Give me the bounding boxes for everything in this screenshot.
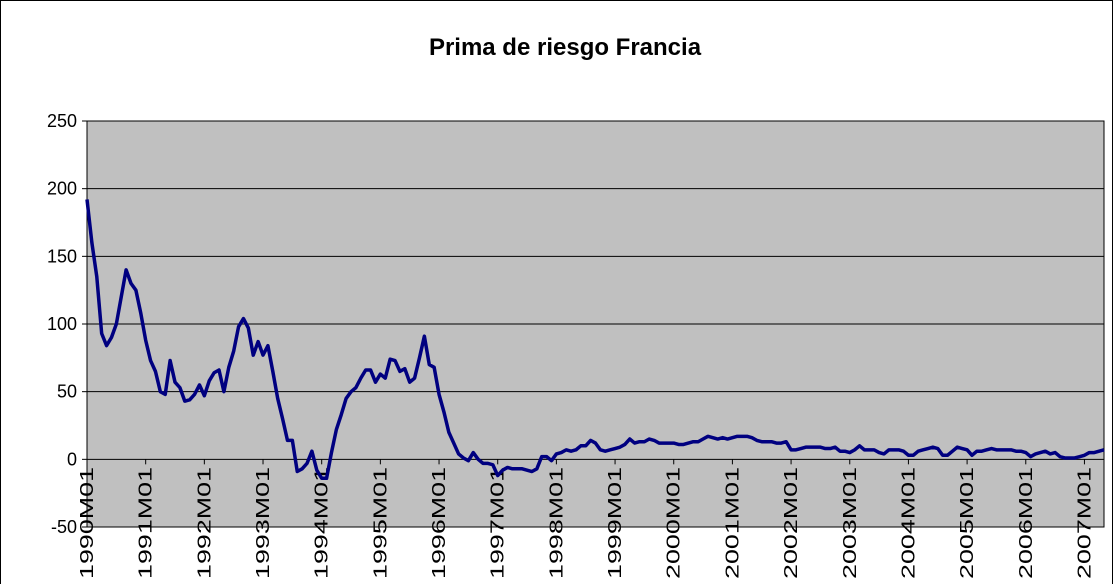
x-tick-label: 2001M01: [722, 467, 742, 579]
y-tick-label: 250: [47, 111, 77, 131]
x-tick-label: 2007M01: [1074, 467, 1094, 579]
x-tick-label: 2006M01: [1016, 467, 1036, 579]
y-tick-label: 150: [47, 246, 77, 266]
x-tick-label: 2003M01: [840, 467, 860, 579]
x-tick-label: 1994M01: [312, 467, 332, 579]
x-tick-label: 1997M01: [488, 467, 508, 579]
y-tick-label: -50: [51, 517, 77, 537]
y-tick-label: 200: [47, 179, 77, 199]
x-tick-label: 1998M01: [546, 467, 566, 579]
x-tick-label: 1992M01: [194, 467, 214, 579]
x-tick-label: 1999M01: [605, 467, 625, 579]
y-tick-label: 100: [47, 314, 77, 334]
x-tick-label: 2002M01: [781, 467, 801, 579]
x-tick-label: 1991M01: [136, 467, 156, 579]
x-tick-label: 1996M01: [429, 467, 449, 579]
x-tick-label: 2004M01: [898, 467, 918, 579]
x-tick-label: 2005M01: [957, 467, 977, 579]
chart-title: Prima de riesgo Francia: [429, 34, 702, 61]
x-tick-label: 1995M01: [370, 467, 390, 579]
data-line: [85, 199, 1105, 481]
y-tick-label: 0: [67, 449, 77, 469]
x-tick-label: 1990M01: [77, 467, 97, 579]
x-tick-label: 1993M01: [253, 467, 273, 579]
y-tick-label: 50: [57, 382, 77, 402]
x-tick-label: 2000M01: [664, 467, 684, 579]
